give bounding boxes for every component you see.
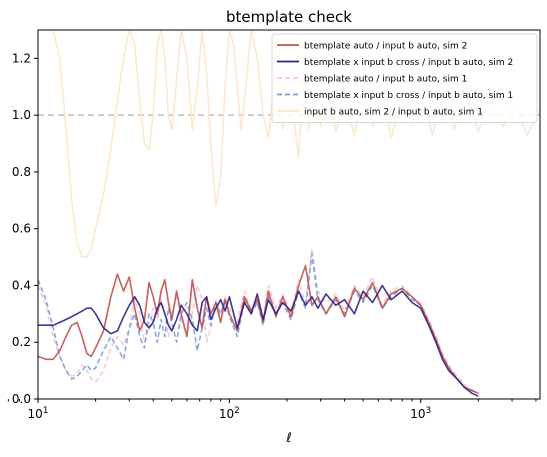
legend-label-4: btemplate x input b cross / input b auto… (304, 58, 513, 68)
y-tick-label: 0.8 (12, 165, 31, 179)
series-line-4 (38, 284, 479, 397)
legend-label-1: btemplate auto / input b auto, sim 1 (304, 75, 467, 85)
plot-frame (37, 29, 541, 400)
legend-label-0: input b auto, sim 2 / input b auto, sim … (304, 108, 483, 118)
y-tick-label: 0.6 (12, 222, 31, 236)
legend-label-2: btemplate x input b cross / input b auto… (304, 91, 513, 101)
y-tick-label: 1.0 (12, 108, 31, 122)
x-tick-label: 101 (27, 406, 48, 421)
series-line-3 (38, 264, 479, 395)
series-line-0 (38, 30, 540, 258)
series-line-1 (38, 247, 479, 395)
legend-box (271, 33, 538, 123)
y-tick-label: 0.4 (12, 278, 31, 292)
y-tick-label: 1.2 (12, 51, 31, 65)
x-tick-label: 102 (219, 406, 240, 421)
x-axis-label: ℓ (285, 431, 291, 446)
legend-label-3: btemplate auto / input b auto, sim 2 (304, 42, 467, 52)
y-tick-label: 0.0 (12, 392, 31, 406)
x-tick-label: 103 (410, 406, 431, 421)
y-tick-label: 0.2 (12, 335, 31, 349)
chart-title: btemplate check (226, 8, 352, 26)
